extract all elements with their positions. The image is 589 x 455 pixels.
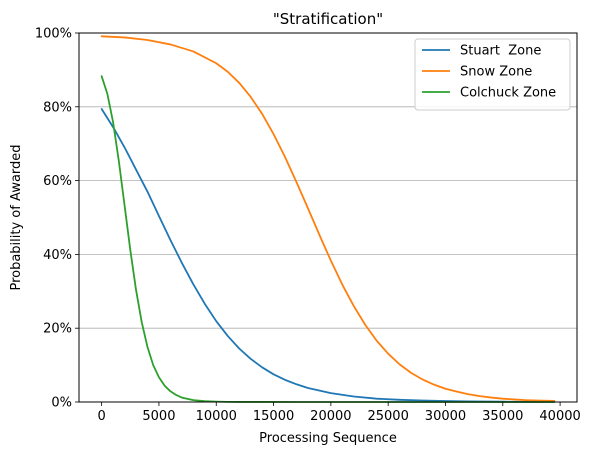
x-tick-label: 10000: [196, 409, 237, 424]
x-tick-label: 20000: [310, 409, 351, 424]
plot-frame: [78, 32, 578, 403]
y-tick-label: 20%: [43, 322, 72, 337]
legend-label: Stuart Zone: [460, 44, 541, 59]
x-tick-label: 5000: [142, 409, 175, 424]
series-line-1: [100, 108, 556, 403]
chart-title: "Stratification": [273, 10, 383, 28]
legend-label: Snow Zone: [460, 65, 532, 80]
x-tick-label: 35000: [482, 409, 523, 424]
y-tick-label: 100%: [35, 27, 72, 42]
series-line-2: [100, 35, 556, 402]
y-axis-label: Probability of Awarded: [9, 144, 24, 290]
y-tick-label: 80%: [43, 100, 72, 115]
x-tick-label: 15000: [253, 409, 294, 424]
legend-frame: [414, 38, 571, 111]
y-tick-label: 60%: [43, 174, 72, 189]
x-tick-label: 30000: [425, 409, 466, 424]
x-axis-ticks: 0 5000 10000 15000 20000 25000 30000 35000 40000: [97, 402, 581, 424]
legend: Stuart Zone Snow Zone Colchuck Zone: [414, 38, 571, 111]
y-tick-label: 40%: [43, 248, 72, 263]
x-axis-label: Processing Sequence: [259, 431, 397, 446]
legend-label: Colchuck Zone: [460, 86, 556, 101]
x-tick-label: 25000: [367, 409, 408, 424]
x-tick-label: 0: [97, 409, 105, 424]
y-tick-label: 0%: [51, 396, 72, 411]
y-axis-ticks: 0% 20% 40% 60% 80% 100%: [35, 27, 79, 411]
x-tick-label: 40000: [539, 409, 580, 424]
